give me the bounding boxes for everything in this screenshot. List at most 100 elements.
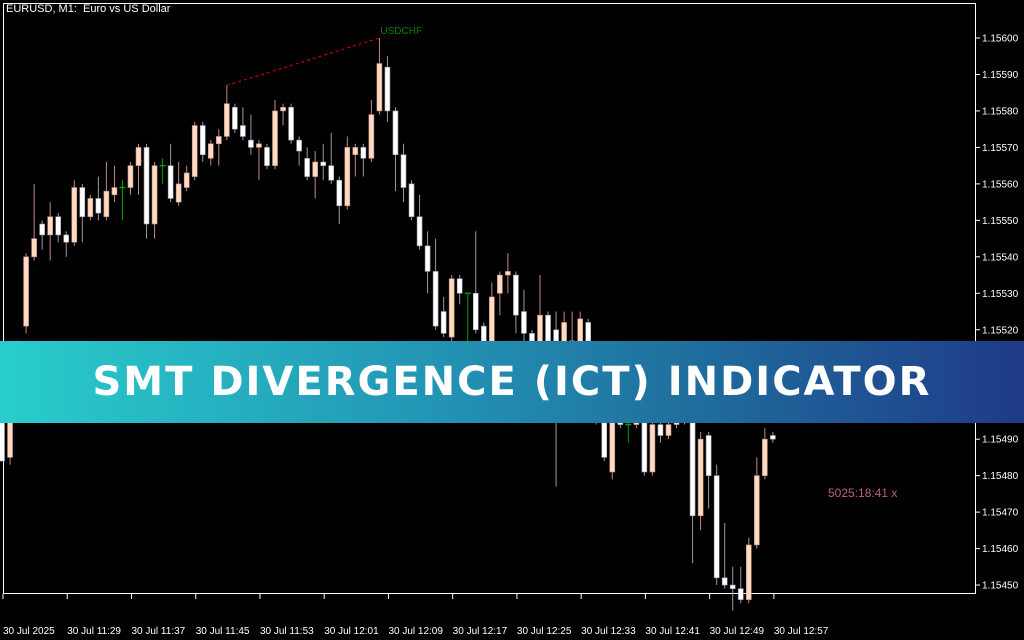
candle-body	[191, 125, 198, 177]
price-tick-label: 1.15480	[982, 471, 1019, 482]
candle-body	[665, 424, 672, 436]
candle-body	[232, 106, 238, 130]
candle-body	[737, 588, 744, 600]
candle	[272, 99, 278, 170]
candle-body	[392, 110, 399, 156]
candle	[770, 431, 776, 443]
candle	[689, 413, 696, 564]
candle-body	[360, 147, 367, 159]
candle	[384, 56, 391, 122]
time-tick-label: 30 Jul 12:25	[517, 626, 572, 637]
candle	[754, 457, 760, 549]
candle	[376, 38, 383, 115]
price-tick-label: 1.15550	[982, 216, 1019, 227]
candle	[296, 136, 302, 166]
candle	[521, 289, 527, 345]
candle	[143, 143, 150, 239]
candle-body	[521, 311, 527, 334]
candle-body	[135, 147, 142, 166]
candle	[745, 537, 752, 604]
plot-border	[3, 3, 976, 594]
candle	[497, 271, 503, 316]
candle-body	[440, 311, 447, 334]
candle	[199, 121, 206, 162]
candle-body	[23, 256, 29, 327]
candle	[264, 143, 270, 170]
time-tick-label: 30 Jul 11:45	[196, 626, 250, 637]
price-tick-label: 1.15540	[982, 252, 1019, 263]
candle	[240, 107, 246, 141]
candle-body	[151, 165, 158, 225]
price-tick-label: 1.15470	[982, 508, 1019, 519]
time-axis[interactable]: 30 Jul 2025 30 Jul 11:29 30 Jul 11:37 30 Ju…	[2, 594, 829, 637]
candle-body	[762, 438, 768, 476]
candle-body	[344, 147, 351, 207]
time-tick-label: 30 Jul 11:37	[131, 626, 185, 637]
candle	[103, 161, 110, 221]
candle-body	[384, 66, 391, 112]
candle-body	[513, 274, 519, 316]
candle-body	[713, 475, 720, 579]
candle	[135, 143, 142, 195]
candle-body	[280, 106, 286, 112]
candle	[119, 180, 126, 221]
chart-frame	[3, 3, 976, 594]
candle-body	[55, 216, 62, 236]
candle	[472, 231, 479, 334]
time-tick-label: 30 Jul 11:53	[260, 626, 314, 637]
candle	[705, 431, 712, 509]
candle	[721, 523, 728, 589]
price-tick-label: 1.15460	[982, 544, 1019, 555]
candle	[320, 143, 327, 181]
candle	[95, 176, 102, 221]
candle-body	[609, 420, 616, 473]
time-tick-label: 30 Jul 12:57	[774, 626, 829, 637]
candle-body	[103, 190, 110, 218]
candle	[697, 431, 704, 531]
candle-body	[432, 271, 439, 327]
candle	[657, 420, 664, 443]
candle	[464, 292, 471, 345]
candle	[151, 161, 158, 239]
candle-body	[745, 544, 752, 600]
candle	[224, 85, 230, 141]
price-tick-label: 1.15520	[982, 325, 1019, 336]
candle-body	[71, 187, 78, 243]
price-tick-label: 1.15560	[982, 179, 1019, 190]
candle-body	[256, 143, 262, 148]
candle	[111, 165, 118, 203]
divergence-label: USDCHF	[380, 26, 422, 37]
candle-body	[167, 165, 174, 199]
price-axis[interactable]: 1.15600 1.15590 1.15580 1.15570 1.15560 1.155…	[975, 34, 1019, 592]
candles	[0, 38, 776, 611]
price-tick-label: 1.15530	[982, 289, 1019, 300]
candle	[63, 231, 70, 257]
candle-body	[352, 147, 359, 156]
candle	[79, 183, 86, 243]
candle-body	[649, 424, 656, 473]
price-tick-label: 1.15600	[982, 34, 1019, 45]
candle	[280, 103, 286, 126]
candle	[55, 213, 62, 243]
candle-body	[143, 147, 150, 225]
candle-body	[240, 125, 246, 137]
bar-countdown-timer: 5025:18:41 x	[828, 486, 898, 500]
candle	[71, 180, 78, 246]
candle	[312, 151, 318, 199]
candle-body	[272, 110, 278, 166]
candle	[737, 566, 744, 604]
candle-body	[320, 161, 327, 166]
candle	[248, 114, 254, 155]
candle	[392, 107, 399, 192]
candle	[336, 176, 343, 224]
price-tick-label: 1.15580	[982, 106, 1019, 117]
time-tick-label: 30 Jul 12:01	[324, 626, 379, 637]
candle	[609, 413, 616, 480]
candle	[729, 566, 736, 611]
candle	[513, 271, 519, 334]
candle	[175, 161, 182, 206]
candle-body	[31, 238, 37, 258]
time-tick-label: 30 Jul 12:17	[453, 626, 508, 637]
candle-body	[224, 103, 230, 137]
